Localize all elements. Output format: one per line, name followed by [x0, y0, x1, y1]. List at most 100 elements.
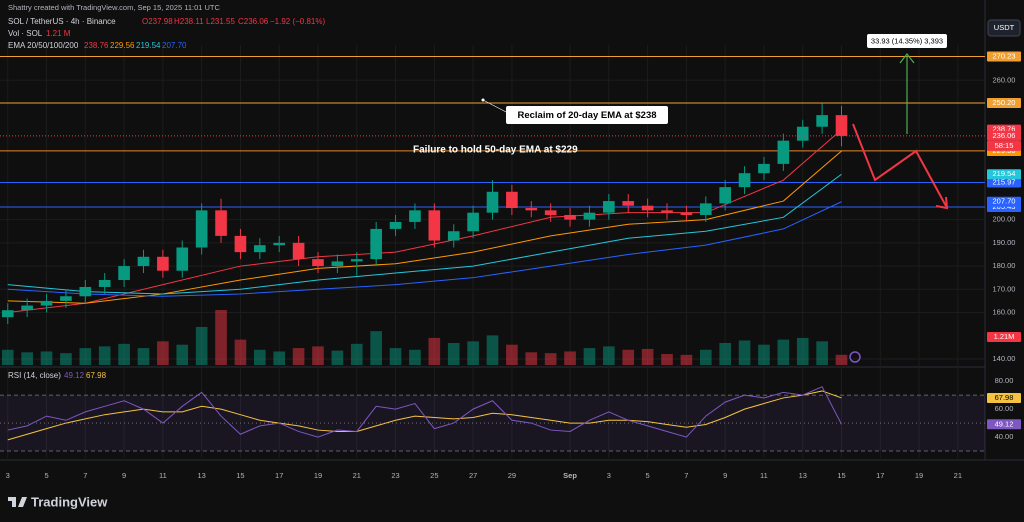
candle-body — [389, 221, 402, 229]
y-tick-label: 140.00 — [993, 354, 1016, 363]
volume-bar — [777, 339, 790, 365]
volume-bar — [292, 348, 305, 365]
x-tick-label: 27 — [469, 471, 477, 480]
ohlc-open: O237.98 — [142, 17, 173, 26]
ema-value: 219.54 — [136, 41, 161, 50]
x-tick-label: Sep — [563, 471, 577, 480]
candle-body — [79, 286, 92, 297]
candle-body — [370, 228, 382, 260]
callout-line — [482, 99, 509, 114]
y-tick-label: 160.00 — [993, 308, 1016, 317]
level-label-box — [987, 177, 1021, 188]
annotation: Reclaim of 20-day EMA at $238 — [517, 110, 656, 121]
candle-body — [428, 210, 441, 241]
level-label: 270.23 — [993, 52, 1016, 61]
volume-bar — [350, 343, 363, 365]
candle-body — [312, 259, 324, 267]
logo-icon — [8, 497, 27, 507]
callout-box — [506, 106, 668, 124]
candle-body — [719, 187, 731, 204]
rsi-ma-axis-label: 67.98 — [995, 393, 1014, 402]
logo: TradingView — [8, 494, 108, 509]
annotation: Failure to hold 50-day EMA at $229 — [413, 145, 578, 156]
candle-body — [447, 231, 460, 241]
x-tick-label: 15 — [236, 471, 244, 480]
alert-icon — [849, 351, 861, 363]
candle-body — [1, 310, 14, 318]
volume-bar — [661, 354, 673, 365]
level-label-box — [987, 98, 1021, 109]
rsi-value: 49.12 — [64, 371, 85, 380]
volume-bar — [176, 344, 189, 365]
ema-axis-label-box — [987, 196, 1021, 207]
x-tick-label: 9 — [723, 471, 727, 480]
volume-bar — [835, 354, 848, 365]
volume-bar — [40, 351, 53, 365]
candle-body — [215, 210, 227, 236]
volume-bar — [331, 350, 344, 365]
y-tick-label: 190.00 — [993, 238, 1016, 247]
volume-bar — [60, 353, 72, 365]
level-label: 250.20 — [993, 98, 1016, 107]
candle-body — [486, 191, 499, 213]
measure-label: 33.93 (14.35%) 3,393 — [871, 36, 943, 45]
candle-body — [409, 210, 421, 222]
volume-bar — [195, 326, 208, 365]
volume-bar — [699, 349, 712, 365]
volume-bar — [118, 343, 130, 365]
projection-arrowhead — [935, 196, 949, 210]
volume-bar — [467, 341, 479, 365]
volume-bar — [98, 346, 111, 365]
brand: TradingView — [31, 494, 108, 509]
candle-body — [661, 210, 673, 213]
volume-bar — [157, 341, 169, 365]
x-tick-label: 21 — [353, 471, 361, 480]
candle-body — [699, 203, 712, 215]
volume-label: Vol · SOL — [8, 29, 43, 38]
candle-body — [506, 191, 518, 209]
candle-body — [777, 140, 790, 164]
volume-bar — [796, 337, 809, 365]
volume-bar — [409, 349, 421, 365]
ema-line — [7, 173, 842, 295]
candle-body — [273, 242, 286, 246]
ohlc-close: C236.06 — [238, 17, 269, 26]
ema-axis-label: 219.54 — [993, 169, 1016, 178]
x-tick-label: 5 — [44, 471, 48, 480]
level-label: 215.97 — [993, 178, 1016, 187]
currency-button[interactable]: USDT — [987, 19, 1021, 37]
x-tick-label: 5 — [646, 471, 650, 480]
volume-bar — [583, 348, 596, 365]
candle-body — [544, 210, 557, 215]
x-tick-label: 7 — [83, 471, 87, 480]
y-tick-label: 170.00 — [993, 284, 1016, 293]
x-tick-label: 13 — [799, 471, 807, 480]
volume-bar — [273, 351, 286, 365]
ohlc-low: L231.55 — [206, 17, 235, 26]
x-tick-label: 9 — [122, 471, 126, 480]
countdown: 58:15 — [995, 141, 1014, 150]
volume-bar — [564, 351, 576, 365]
candle-body — [40, 300, 53, 306]
x-tick-label: 11 — [159, 471, 167, 480]
volume-bar — [719, 343, 731, 365]
y-tick-label: 200.00 — [993, 215, 1016, 224]
x-tick-label: 7 — [684, 471, 688, 480]
volume-bar — [79, 348, 92, 365]
ema-value: 207.70 — [162, 41, 187, 50]
currency-button-box[interactable] — [987, 19, 1021, 37]
ohlc-change: −1.92 (−0.81%) — [270, 17, 325, 26]
currency[interactable]: USDT — [994, 23, 1015, 32]
ema-value: 238.76 — [84, 41, 109, 50]
volume-bar — [312, 346, 324, 365]
x-tick-label: 13 — [197, 471, 205, 480]
rsi-title: RSI (14, close) — [8, 371, 61, 380]
ohlc-high: H238.11 — [174, 17, 204, 26]
candle-body — [176, 247, 189, 271]
candle-body — [583, 212, 596, 220]
last-price-label-box — [987, 130, 1021, 141]
candle-body — [254, 245, 266, 253]
rsi-ma-value: 67.98 — [86, 371, 107, 380]
ema-axis-label: 238.76 — [993, 125, 1016, 134]
